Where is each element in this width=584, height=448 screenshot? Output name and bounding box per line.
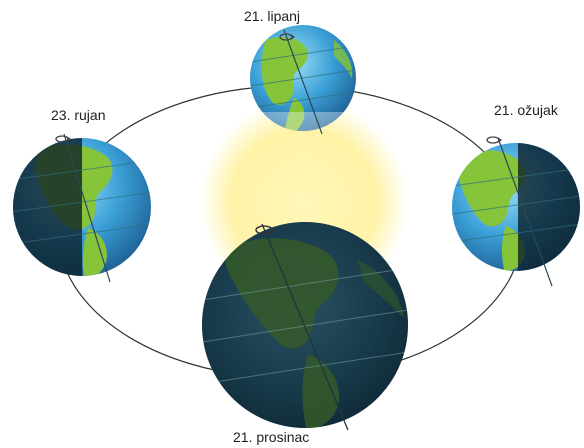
continent-north-america <box>458 150 526 227</box>
night-side <box>518 143 580 271</box>
rotation-arrow-icon <box>55 135 72 143</box>
rotation-arrow-icon <box>255 225 276 235</box>
continent-north-america <box>262 37 309 105</box>
axis-line <box>283 29 323 135</box>
continent-north-america <box>225 238 339 349</box>
rotation-arrow-icon <box>486 136 503 144</box>
axis-line <box>497 137 553 287</box>
rotation-arrow-icon <box>279 33 296 41</box>
night-side <box>13 138 82 276</box>
label-september-equinox: 23. rujan <box>51 107 106 123</box>
earth-september <box>13 133 151 283</box>
continent-south-america <box>302 354 340 428</box>
earth-march <box>452 137 580 287</box>
continent-south-america <box>82 228 107 276</box>
earth-december <box>202 222 408 431</box>
axis-line <box>63 133 111 283</box>
label-june-solstice: 21. lipanj <box>244 8 301 24</box>
label-december-solstice: 21. prosinac <box>233 429 310 445</box>
continent-south-america <box>284 98 305 131</box>
label-march-equinox: 21. ožujak <box>494 102 558 118</box>
axis-line <box>261 223 349 431</box>
